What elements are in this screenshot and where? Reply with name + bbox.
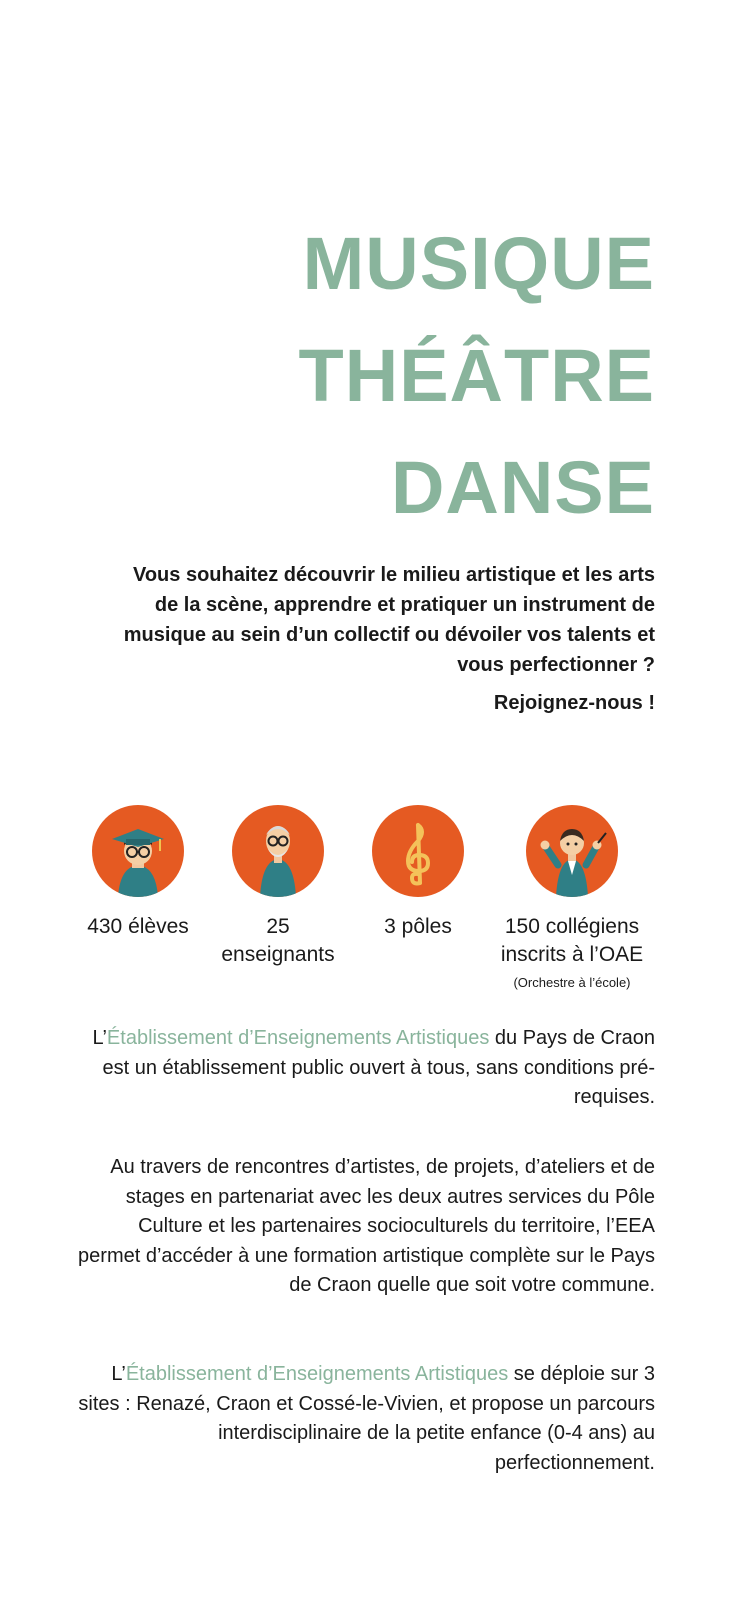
treble-clef-icon — [372, 805, 464, 897]
conductor-icon — [526, 805, 618, 897]
title-line-theatre: THÉÂTRE — [298, 334, 655, 417]
stat-students-line1: 430 élèves — [87, 915, 189, 938]
p3-rest: se déploie sur 3 sites : Renazé, Craon e… — [78, 1363, 655, 1474]
p3-prefix: L’ — [111, 1363, 126, 1385]
stat-poles-line1: 3 pôles — [384, 915, 452, 938]
title-line-danse: DANSE — [390, 446, 655, 529]
p1-prefix: L’ — [92, 1027, 107, 1049]
paragraph-partnerships: Au travers de rencontres d’artistes, de … — [75, 1153, 655, 1301]
stat-poles: 3 pôles — [328, 805, 508, 941]
stat-collegiens-note: (Orchestre à l’école) — [513, 975, 631, 990]
stats-row: 430 élèves 25 enseignants — [0, 805, 739, 1005]
intro-block: Vous souhaitez découvrir le milieu artis… — [115, 560, 655, 718]
p1-highlight: Établissement d’Enseignements Artistique… — [106, 1027, 490, 1049]
p1-rest: du Pays de Craon est un établissement pu… — [102, 1027, 655, 1108]
intro-question: Vous souhaitez découvrir le milieu artis… — [123, 564, 655, 676]
stat-teachers-line2: enseignants — [221, 943, 335, 966]
stat-teachers-line1: 25 — [266, 915, 290, 938]
stat-collegiens-line1: 150 collégiens — [504, 915, 640, 938]
title-line-musique: MUSIQUE — [302, 222, 655, 305]
paragraph-presentation: L’Établissement d’Enseignements Artistiq… — [75, 1024, 655, 1113]
paragraph-sites: L’Établissement d’Enseignements Artistiq… — [75, 1360, 655, 1478]
stat-collegiens: 150 collégiens inscrits à l’OAE (Orchest… — [482, 805, 662, 993]
intro-cta: Rejoignez-nous ! — [493, 692, 655, 714]
stat-students: 430 élèves — [48, 805, 228, 941]
page-title: MUSIQUE THÉÂTRE DANSE — [155, 208, 655, 544]
stat-collegiens-line2: inscrits à l’OAE — [500, 943, 644, 966]
teacher-icon — [232, 805, 324, 897]
graduate-student-icon — [92, 805, 184, 897]
stat-teachers: 25 enseignants — [188, 805, 368, 969]
p2-text: Au travers de rencontres d’artistes, de … — [78, 1156, 655, 1296]
p3-highlight: Établissement d’Enseignements Artistique… — [125, 1363, 509, 1385]
